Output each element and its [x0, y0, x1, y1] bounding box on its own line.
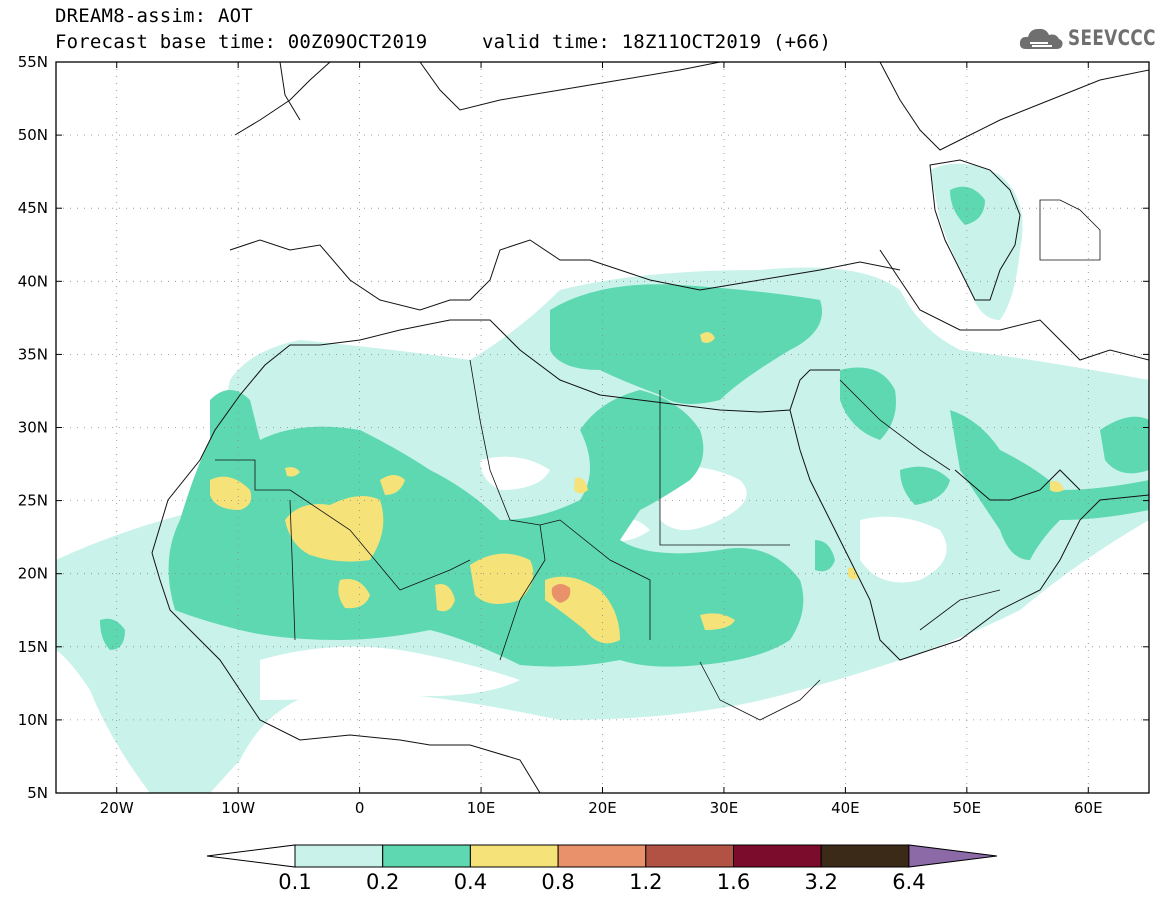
- colorbar-max-arrow: [908, 844, 997, 868]
- latitude-labels: 55N 50N 45N 40N 35N 30N 25N 20N 15N 10N 5N: [18, 53, 48, 802]
- colorbar-box: [294, 844, 384, 868]
- borders: [215, 199, 1101, 721]
- aot-fields: [56, 163, 1149, 793]
- lat-label: 20N: [18, 565, 48, 583]
- colorbar-tick-label: 3.2: [804, 870, 837, 894]
- lon-label: 30E: [710, 799, 739, 817]
- cloud-icon: [1019, 28, 1063, 49]
- lon-label: 0: [355, 799, 365, 817]
- seevccc-logo: SEEVCCC: [1018, 22, 1165, 54]
- colorbar-box: [733, 844, 822, 868]
- lon-label: 60E: [1074, 799, 1103, 817]
- colorbar-box: [645, 844, 734, 868]
- colorbar-tick-label: 6.4: [892, 870, 925, 894]
- lat-label: 25N: [18, 492, 48, 510]
- valid-time: valid time: 18Z11OCT2019 (+66): [482, 31, 832, 53]
- colorbar-box: [469, 844, 559, 868]
- colorbar-tick-label: 1.2: [629, 870, 662, 894]
- lat-label: 10N: [18, 711, 48, 729]
- lat-label: 15N: [18, 638, 48, 656]
- lat-label: 5N: [27, 784, 48, 802]
- colorbar-tick-label: 0.2: [366, 870, 399, 894]
- lat-label: 55N: [18, 53, 48, 71]
- colorbar-box: [557, 844, 647, 868]
- lat-label: 45N: [18, 199, 48, 217]
- colorbar-boxes: [206, 844, 997, 868]
- colorbar-tick-label: 1.6: [717, 870, 750, 894]
- longitude-labels: 20W 10W 0 10E 20E 30E 40E 50E 60E: [100, 799, 1103, 817]
- forecast-base-time: Forecast base time: 00Z09OCT2019: [55, 31, 428, 53]
- colorbar-box: [820, 844, 910, 868]
- graticule: [56, 62, 1149, 793]
- colorbar-tick-label: 0.1: [278, 870, 311, 894]
- lat-label: 35N: [18, 345, 48, 363]
- axis-ticks: [56, 61, 1149, 794]
- lat-label: 30N: [18, 419, 48, 437]
- colorbar-labels: 0.1 0.2 0.4 0.8 1.2 1.6 3.2 6.4: [278, 870, 925, 894]
- colorbar-tick-label: 0.8: [541, 870, 574, 894]
- colorbar-min-arrow: [206, 844, 296, 868]
- lon-label: 10W: [221, 799, 255, 817]
- lon-label: 10E: [467, 799, 496, 817]
- colorbar-tick-label: 0.4: [454, 870, 487, 894]
- lat-label: 40N: [18, 272, 48, 290]
- lon-label: 50E: [953, 799, 982, 817]
- coastlines: [151, 62, 1149, 793]
- map-title: DREAM8-assim: AOT: [55, 5, 253, 27]
- lat-label: 50N: [18, 126, 48, 144]
- lon-label: 40E: [831, 799, 860, 817]
- lon-label: 20W: [100, 799, 134, 817]
- logo-text: SEEVCCC: [1068, 26, 1156, 50]
- colorbar-box: [382, 844, 471, 868]
- lon-label: 20E: [588, 799, 617, 817]
